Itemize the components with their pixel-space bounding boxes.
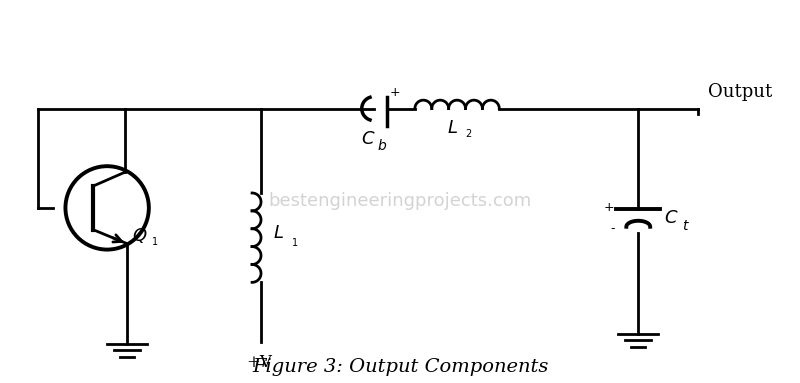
Text: bestengineeringprojects.com: bestengineeringprojects.com xyxy=(268,192,532,210)
Text: $b$: $b$ xyxy=(377,138,387,153)
Text: +: + xyxy=(604,201,614,214)
Text: $_1$: $_1$ xyxy=(290,235,298,249)
Text: $\mathit{Q}$: $\mathit{Q}$ xyxy=(132,226,147,245)
Text: $\mathit{L}$: $\mathit{L}$ xyxy=(446,118,458,136)
Text: $\mathit{C}$: $\mathit{C}$ xyxy=(361,131,375,149)
Text: $\mathit{C}$: $\mathit{C}$ xyxy=(664,209,678,227)
Text: $\mathit{L}$: $\mathit{L}$ xyxy=(273,224,284,242)
Text: +V: +V xyxy=(246,354,272,371)
Text: $_1$: $_1$ xyxy=(151,234,158,248)
Text: Output: Output xyxy=(708,83,772,101)
Text: -: - xyxy=(610,222,614,235)
Text: $t$: $t$ xyxy=(682,219,690,233)
Text: Figure 3: Output Components: Figure 3: Output Components xyxy=(252,358,548,376)
Text: $_2$: $_2$ xyxy=(466,126,473,141)
Text: +: + xyxy=(390,86,400,99)
